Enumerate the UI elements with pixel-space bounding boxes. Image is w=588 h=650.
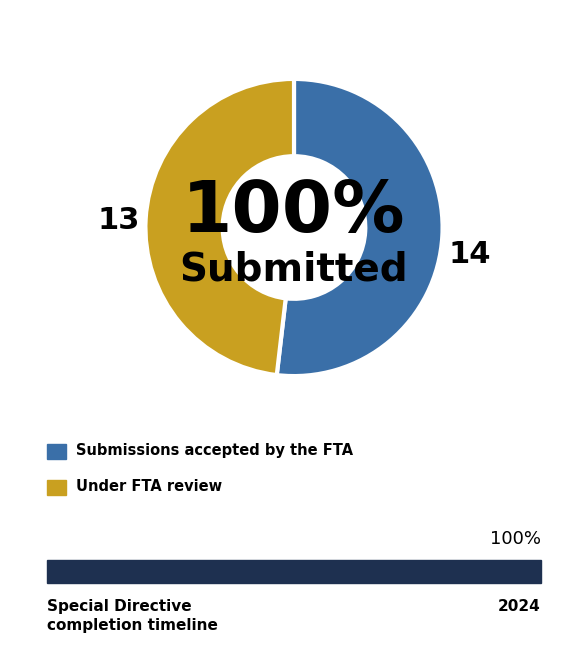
Wedge shape (277, 79, 443, 376)
Text: 2024: 2024 (498, 599, 541, 614)
Wedge shape (145, 79, 294, 375)
FancyBboxPatch shape (47, 480, 66, 495)
Text: Special Directive
completion timeline: Special Directive completion timeline (47, 599, 218, 634)
FancyBboxPatch shape (47, 444, 66, 459)
Text: 13: 13 (98, 205, 140, 235)
Text: Under FTA review: Under FTA review (76, 479, 222, 494)
Text: Submitted: Submitted (180, 250, 408, 288)
Text: 100%: 100% (182, 178, 406, 247)
Text: 14: 14 (448, 240, 490, 268)
FancyBboxPatch shape (47, 560, 541, 582)
Text: Submissions accepted by the FTA: Submissions accepted by the FTA (76, 443, 353, 458)
Text: 100%: 100% (490, 530, 541, 549)
